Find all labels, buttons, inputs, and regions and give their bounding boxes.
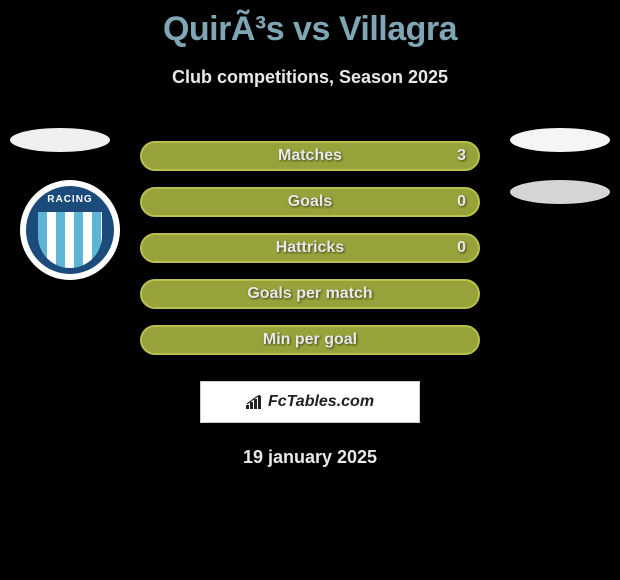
stat-bar: Goals per match xyxy=(140,279,480,309)
right-player-placeholder xyxy=(510,128,610,152)
stat-row-min-per-goal: Min per goal xyxy=(0,317,620,363)
stats-container: Matches 3 Goals 0 Hattricks 0 Goals per … xyxy=(0,133,620,363)
page-title: QuirÃ³s vs Villagra xyxy=(0,0,620,49)
stat-bar: Hattricks xyxy=(140,233,480,263)
brand-box[interactable]: FcTables.com xyxy=(200,381,420,423)
stat-label: Goals per match xyxy=(247,285,372,303)
stat-label: Min per goal xyxy=(263,331,357,349)
right-club-placeholder xyxy=(510,180,610,204)
stat-row-hattricks: Hattricks 0 xyxy=(0,225,620,271)
left-player-placeholder xyxy=(10,128,110,152)
stat-right-value: 0 xyxy=(457,239,466,257)
stat-label: Hattricks xyxy=(276,239,344,257)
chart-icon xyxy=(246,395,264,409)
stat-row-goals-per-match: Goals per match xyxy=(0,271,620,317)
stat-right-value: 0 xyxy=(457,193,466,211)
page-subtitle: Club competitions, Season 2025 xyxy=(0,67,620,88)
brand-label: FcTables.com xyxy=(268,393,374,411)
stat-bar: Min per goal xyxy=(140,325,480,355)
stat-bar: Goals xyxy=(140,187,480,217)
brand-text: FcTables.com xyxy=(246,393,374,411)
stat-bar: Matches xyxy=(140,141,480,171)
stat-right-value: 3 xyxy=(457,147,466,165)
stat-label: Goals xyxy=(288,193,332,211)
stat-label: Matches xyxy=(278,147,342,165)
date-text: 19 january 2025 xyxy=(0,447,620,468)
